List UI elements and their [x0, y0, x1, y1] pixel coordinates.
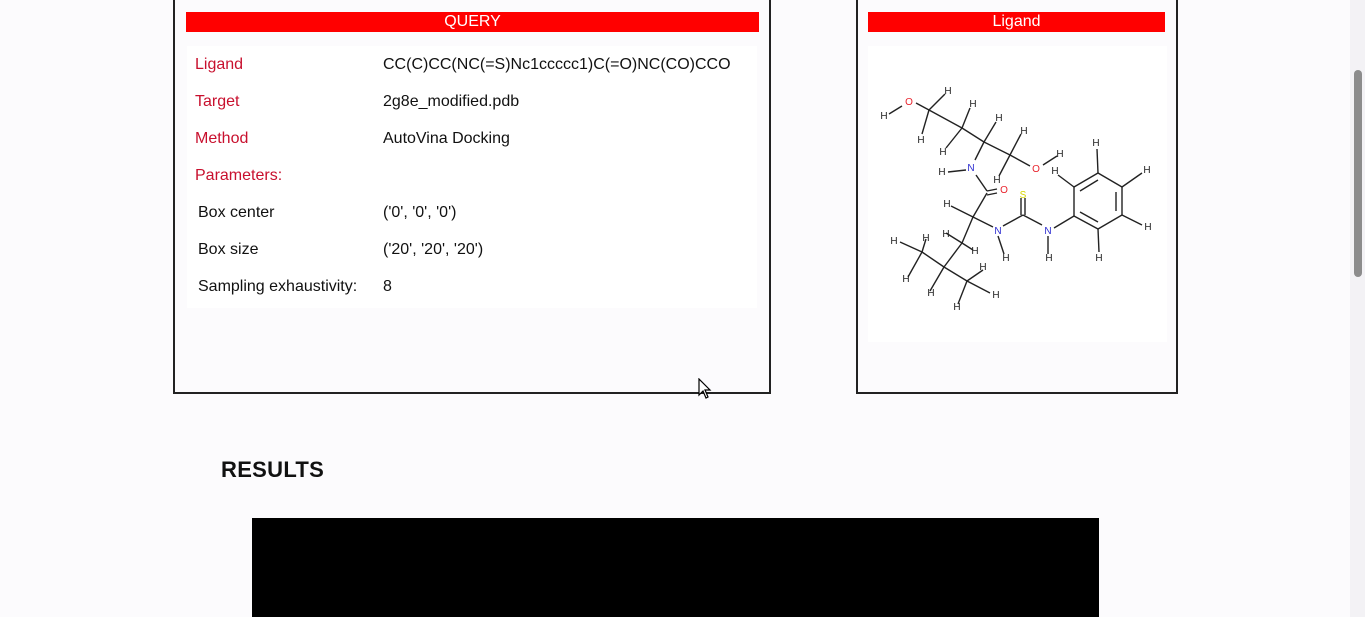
- svg-text:H: H: [942, 229, 949, 240]
- svg-text:H: H: [979, 262, 986, 273]
- nitrogen-atom-label: N: [994, 226, 1001, 237]
- svg-text:H: H: [880, 111, 887, 122]
- svg-text:H: H: [1144, 222, 1151, 233]
- query-banner: QUERY: [186, 12, 759, 32]
- method-label: Method: [195, 130, 249, 147]
- sulfur-atom-label: S: [1020, 190, 1027, 201]
- svg-text:H: H: [1056, 149, 1063, 160]
- svg-text:H: H: [890, 236, 897, 247]
- svg-text:H: H: [944, 86, 951, 97]
- scrollbar-thumb[interactable]: [1354, 70, 1362, 277]
- method-value: AutoVina Docking: [383, 130, 510, 147]
- target-label: Target: [195, 93, 240, 110]
- box-center-value: ('0', '0', '0'): [383, 204, 457, 221]
- svg-text:H: H: [1020, 126, 1027, 137]
- ligand-panel: Ligand: [856, 0, 1178, 394]
- svg-text:H: H: [971, 246, 978, 257]
- oxygen-atom-label: O: [1032, 164, 1040, 175]
- query-panel: QUERY Ligand CC(C)CC(NC(=S)Nc1ccccc1)C(=…: [173, 0, 771, 394]
- page-scrollbar[interactable]: [1350, 0, 1365, 617]
- exhaustivity-value: 8: [383, 278, 392, 295]
- oxygen-atom-label: O: [905, 97, 913, 108]
- svg-text:H: H: [995, 113, 1002, 124]
- hydrogen-atom-labels: H H H H H H H H H H H H H H H H H H H H: [880, 86, 1151, 313]
- svg-text:H: H: [902, 274, 909, 285]
- svg-text:H: H: [922, 233, 929, 244]
- box-center-label: Box center: [198, 204, 275, 221]
- svg-text:H: H: [943, 199, 950, 210]
- svg-text:H: H: [1092, 138, 1099, 149]
- svg-text:H: H: [1002, 253, 1009, 264]
- svg-text:H: H: [917, 135, 924, 146]
- svg-text:H: H: [1143, 165, 1150, 176]
- molecule-image: O O O N N N S H H H H H H H H H H H H: [868, 46, 1167, 342]
- ligand-smiles-value: CC(C)CC(NC(=S)Nc1ccccc1)C(=O)NC(CO)CCO: [383, 56, 731, 73]
- svg-text:H: H: [993, 175, 1000, 186]
- ligand-label: Ligand: [195, 56, 244, 73]
- svg-text:H: H: [939, 147, 946, 158]
- svg-text:H: H: [927, 288, 934, 299]
- svg-text:H: H: [953, 302, 960, 313]
- atom-labels: O O O N N N S: [905, 97, 1052, 237]
- mouse-pointer-icon: [698, 378, 712, 399]
- svg-text:H: H: [938, 167, 945, 178]
- svg-text:H: H: [1051, 166, 1058, 177]
- svg-text:H: H: [1095, 253, 1102, 264]
- query-table: Ligand CC(C)CC(NC(=S)Nc1ccccc1)C(=O)NC(C…: [187, 46, 757, 308]
- exhaustivity-label: Sampling exhaustivity:: [198, 278, 358, 295]
- results-heading: RESULTS: [221, 457, 325, 482]
- nitrogen-atom-label: N: [1044, 226, 1051, 237]
- molecule-structure-drawing: O O O N N N S H H H H H H H H H H H H: [880, 86, 1151, 313]
- svg-text:H: H: [992, 290, 999, 301]
- nitrogen-atom-label: N: [967, 163, 974, 174]
- target-value: 2g8e_modified.pdb: [383, 93, 520, 110]
- results-viewer[interactable]: [252, 518, 1099, 617]
- svg-text:H: H: [969, 99, 976, 110]
- ligand-banner: Ligand: [868, 12, 1165, 32]
- oxygen-atom-label: O: [1000, 185, 1008, 196]
- svg-text:H: H: [1045, 253, 1052, 264]
- box-size-label: Box size: [198, 241, 259, 258]
- parameters-label: Parameters:: [195, 167, 283, 184]
- box-size-value: ('20', '20', '20'): [383, 241, 484, 258]
